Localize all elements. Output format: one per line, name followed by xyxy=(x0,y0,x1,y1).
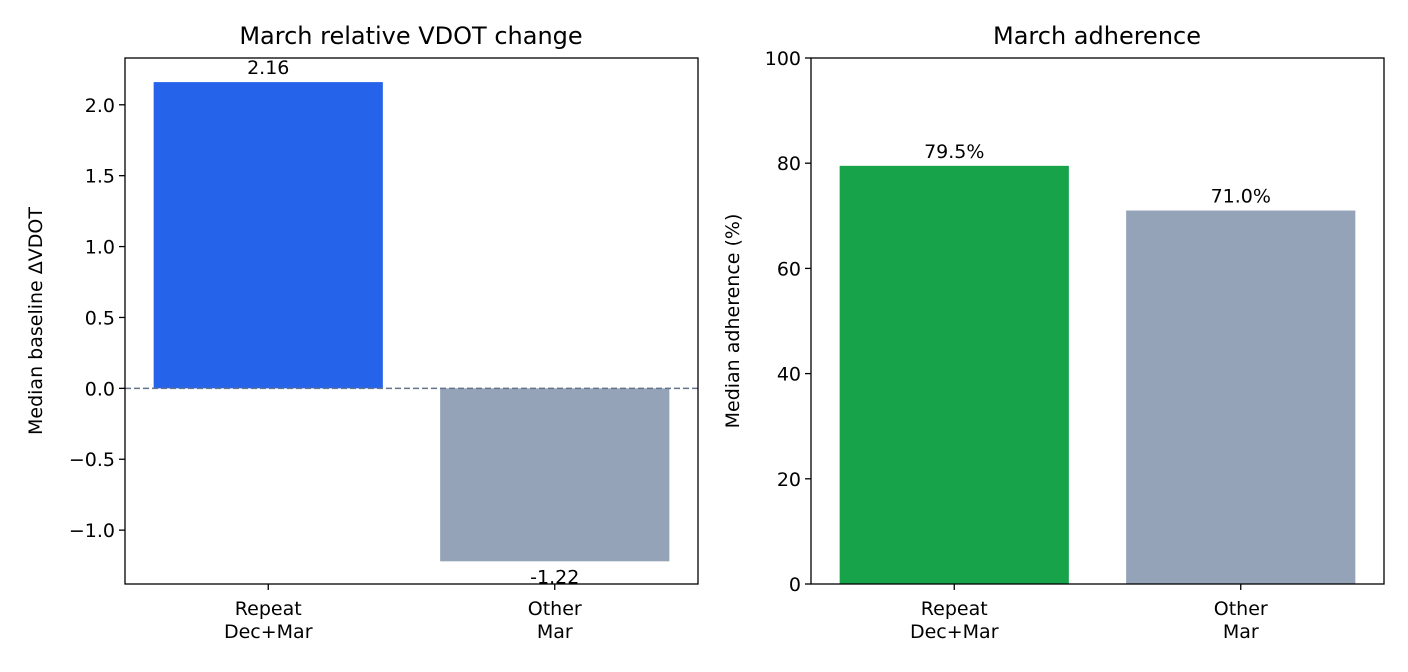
y-tick-label: 1.5 xyxy=(85,166,115,188)
x-tick-label: Other xyxy=(528,598,582,620)
y-tick-label: −1.0 xyxy=(69,520,115,542)
data-label: 2.16 xyxy=(247,57,289,79)
chart-title: March relative VDOT change xyxy=(239,22,582,50)
bar xyxy=(839,165,1069,584)
y-tick-label: 0 xyxy=(789,574,801,596)
y-tick-label: 60 xyxy=(777,258,801,280)
data-label: -1.22 xyxy=(530,566,579,588)
y-tick-label: 2.0 xyxy=(85,95,115,117)
x-tick-label: Mar xyxy=(537,621,573,643)
y-tick-label: 80 xyxy=(777,153,801,175)
x-tick-label: Repeat xyxy=(235,598,302,620)
y-tick-label: 1.0 xyxy=(85,237,115,259)
y-axis-label: Median baseline ΔVDOT xyxy=(25,207,47,435)
bar xyxy=(1126,210,1356,585)
x-tick-label: Mar xyxy=(1223,621,1259,643)
y-tick-label: 0.5 xyxy=(85,307,115,329)
axes-frame xyxy=(124,57,699,585)
x-tick-label: Dec+Mar xyxy=(910,621,999,643)
bar xyxy=(153,82,383,389)
y-axis-label: Median adherence (%) xyxy=(722,214,744,429)
x-tick-label: Other xyxy=(1214,598,1268,620)
vdot-change-chart: March relative VDOT change Median baseli… xyxy=(25,22,699,643)
chart-title: March adherence xyxy=(993,22,1201,50)
bar xyxy=(440,388,670,562)
y-tick-label: 100 xyxy=(765,48,801,70)
y-tick-label: 20 xyxy=(777,469,801,491)
adherence-chart: March adherence Median adherence (%) 79.… xyxy=(722,22,1385,643)
data-label: 71.0% xyxy=(1211,186,1271,208)
axes-frame xyxy=(810,57,1385,585)
data-label: 79.5% xyxy=(924,141,984,163)
x-tick-label: Dec+Mar xyxy=(224,621,313,643)
y-tick-label: 40 xyxy=(777,364,801,386)
y-tick-label: −0.5 xyxy=(69,449,115,471)
y-tick-label: 0.0 xyxy=(85,378,115,400)
x-tick-label: Repeat xyxy=(921,598,988,620)
